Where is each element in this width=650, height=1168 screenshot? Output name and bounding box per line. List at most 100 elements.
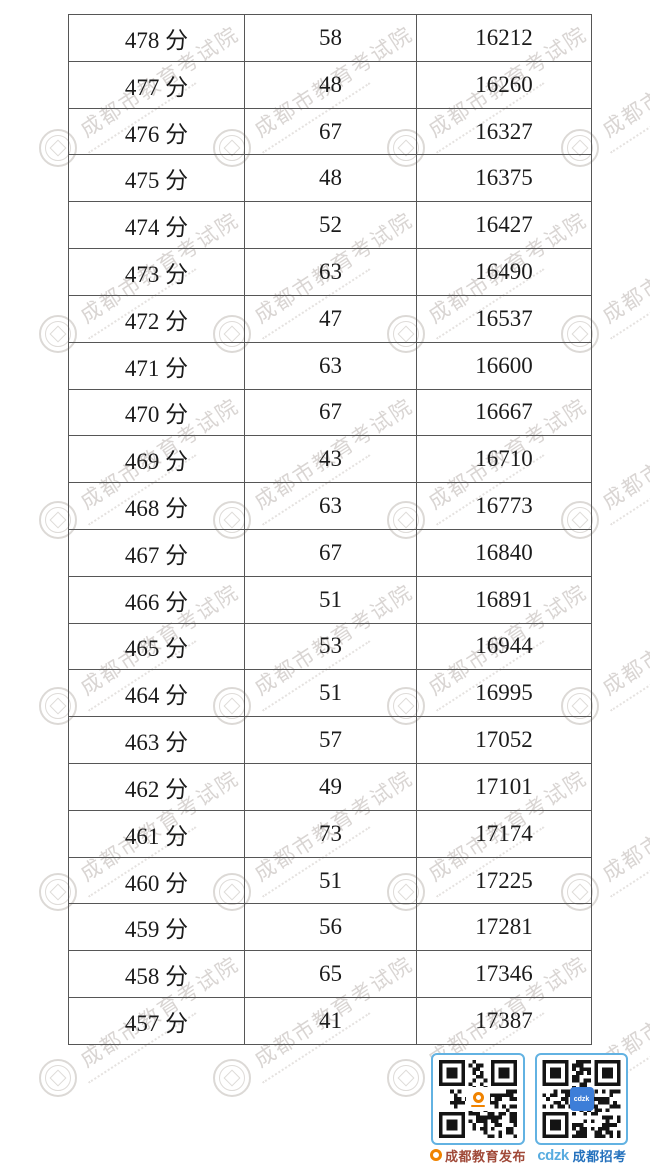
watermark-text: 成都市教育考试院 [598, 207, 650, 329]
table-row: 466 分 51 16891 [69, 575, 591, 623]
watermark-subtext-line [610, 826, 650, 898]
score-cell: 459 分 [124, 917, 189, 943]
qr2-caption-text: 成都招考 [572, 1148, 627, 1164]
count-cell: 41 [244, 998, 416, 1044]
cumulative-cell: 16212 [416, 15, 591, 61]
count-cell: 49 [244, 764, 416, 810]
table-row: 476 分 67 16327 [69, 107, 591, 155]
cumulative-cell: 17225 [416, 857, 591, 904]
cumulative-cell: 17174 [416, 810, 591, 857]
count-cell: 51 [244, 576, 416, 623]
score-cell: 474 分 [124, 215, 189, 241]
score-table: 478 分 58 16212 477 分 48 16260 476 分 67 1… [68, 14, 592, 1045]
table-row: 467 分 67 16840 [69, 528, 591, 576]
score-cell: 472 分 [124, 308, 189, 334]
cumulative-cell: 17346 [416, 951, 591, 998]
watermark-text: 成都市教育考试院 [598, 393, 650, 515]
count-cell: 48 [244, 61, 416, 108]
count-cell: 56 [244, 904, 416, 951]
count-cell: 53 [244, 623, 416, 670]
score-cell: 471 分 [124, 355, 189, 381]
watermark-seal-icon [39, 1059, 77, 1097]
watermark-subtext-line [610, 454, 650, 526]
cumulative-cell: 17101 [416, 764, 591, 810]
cumulative-cell: 16944 [416, 623, 591, 670]
table-row: 475 分 48 16375 [69, 154, 591, 202]
score-cell: 467 分 [124, 542, 189, 568]
qr2-caption: cdzk 成都招考 [533, 1145, 631, 1165]
count-cell: 63 [244, 249, 416, 295]
cdzk-logo-text: cdzk [573, 1095, 590, 1103]
score-cell: 477 分 [124, 74, 189, 100]
table-row: 474 分 52 16427 [69, 201, 591, 249]
count-cell: 67 [244, 389, 416, 436]
score-cell: 460 分 [124, 870, 189, 896]
table-row: 464 分 51 16995 [69, 669, 591, 717]
qrcode-chengdu-education-release [431, 1053, 525, 1145]
table-row: 457 分 41 17387 [69, 997, 591, 1044]
qr1-center-logo [466, 1087, 490, 1111]
table-row: 469 分 43 16710 [69, 435, 591, 483]
score-cell: 478 分 [124, 27, 189, 53]
watermark-text: 成都市教育考试院 [598, 21, 650, 143]
cumulative-cell: 16840 [416, 529, 591, 576]
table-row: 478 分 58 16212 [69, 15, 591, 61]
count-cell: 63 [244, 342, 416, 389]
count-cell: 67 [244, 108, 416, 155]
table-row: 458 分 65 17346 [69, 950, 591, 998]
score-cell: 464 分 [124, 683, 189, 709]
watermark-subtext-line [610, 640, 650, 712]
watermark-text: 成都市教育考试院 [598, 579, 650, 701]
cumulative-cell: 16375 [416, 155, 591, 202]
table-row: 471 分 63 16600 [69, 341, 591, 389]
orange-ring-icon [429, 1149, 442, 1161]
score-cell: 458 分 [124, 964, 189, 990]
cumulative-cell: 16537 [416, 295, 591, 342]
score-cell: 473 分 [124, 261, 189, 287]
count-cell: 63 [244, 483, 416, 529]
count-cell: 43 [244, 436, 416, 483]
table-row: 473 分 63 16490 [69, 248, 591, 295]
count-cell: 58 [244, 15, 416, 61]
cumulative-cell: 16490 [416, 249, 591, 295]
count-cell: 67 [244, 529, 416, 576]
table-row: 461 分 73 17174 [69, 809, 591, 857]
cumulative-cell: 16327 [416, 108, 591, 155]
cumulative-cell: 16600 [416, 342, 591, 389]
score-cell: 475 分 [124, 168, 189, 194]
cumulative-cell: 17281 [416, 904, 591, 951]
score-cell: 468 分 [124, 496, 189, 522]
watermark-subtext-line [610, 82, 650, 154]
score-cell: 470 分 [124, 402, 189, 428]
count-cell: 47 [244, 295, 416, 342]
qrcode-chengdu-zhaokao: cdzk [535, 1053, 628, 1145]
cumulative-cell: 16995 [416, 670, 591, 717]
table-row: 465 分 53 16944 [69, 622, 591, 670]
score-cell: 466 分 [124, 589, 189, 615]
table-row: 472 分 47 16537 [69, 294, 591, 342]
count-cell: 57 [244, 717, 416, 763]
qr2-center-logo: cdzk [569, 1087, 594, 1111]
cumulative-cell: 16710 [416, 436, 591, 483]
table-row: 468 分 63 16773 [69, 482, 591, 529]
cumulative-cell: 16891 [416, 576, 591, 623]
watermark-subtext-line [610, 268, 650, 340]
table-row: 460 分 51 17225 [69, 856, 591, 904]
cumulative-cell: 17052 [416, 717, 591, 763]
watermark-seal-icon [213, 1059, 251, 1097]
count-cell: 73 [244, 810, 416, 857]
cumulative-cell: 16667 [416, 389, 591, 436]
table-row: 459 分 56 17281 [69, 903, 591, 951]
qr1-caption-text: 成都教育发布 [444, 1148, 526, 1164]
count-cell: 52 [244, 202, 416, 249]
watermark-text: 成都市教育考试院 [598, 765, 650, 887]
score-cell: 457 分 [124, 1010, 189, 1036]
score-cell: 465 分 [124, 636, 189, 662]
score-cell: 469 分 [124, 449, 189, 475]
count-cell: 48 [244, 155, 416, 202]
cdzk-brand-text: cdzk [537, 1146, 569, 1164]
score-cell: 461 分 [124, 823, 189, 849]
score-cell: 463 分 [124, 730, 189, 756]
table-row: 463 分 57 17052 [69, 716, 591, 763]
